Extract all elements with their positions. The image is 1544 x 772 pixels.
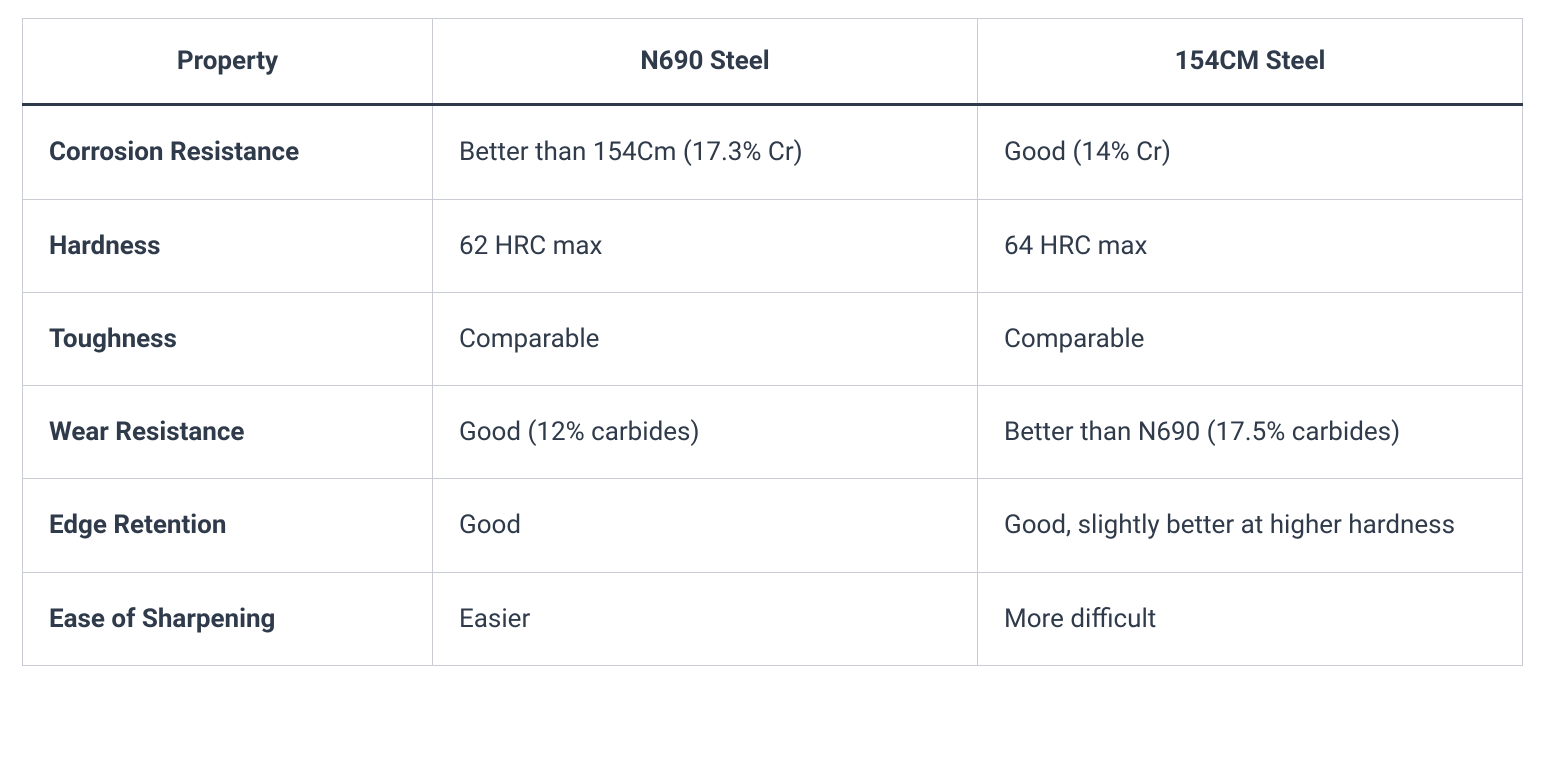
cell-n690: Comparable xyxy=(433,292,978,385)
table-row: Edge Retention Good Good, slightly bette… xyxy=(23,479,1523,572)
table-row: Toughness Comparable Comparable xyxy=(23,292,1523,385)
steel-comparison-table: Property N690 Steel 154CM Steel Corrosio… xyxy=(22,18,1523,666)
cell-154cm: Good (14% Cr) xyxy=(978,105,1523,199)
col-header-154cm: 154CM Steel xyxy=(978,19,1523,105)
cell-n690: Easier xyxy=(433,572,978,665)
table-container: Property N690 Steel 154CM Steel Corrosio… xyxy=(0,0,1544,684)
cell-property: Edge Retention xyxy=(23,479,433,572)
cell-154cm: 64 HRC max xyxy=(978,199,1523,292)
cell-property: Hardness xyxy=(23,199,433,292)
cell-154cm: Comparable xyxy=(978,292,1523,385)
cell-property: Corrosion Resistance xyxy=(23,105,433,199)
table-header-row: Property N690 Steel 154CM Steel xyxy=(23,19,1523,105)
cell-n690: 62 HRC max xyxy=(433,199,978,292)
col-header-n690: N690 Steel xyxy=(433,19,978,105)
cell-n690: Good (12% carbides) xyxy=(433,386,978,479)
cell-n690: Good xyxy=(433,479,978,572)
cell-154cm: More difficult xyxy=(978,572,1523,665)
cell-property: Wear Resistance xyxy=(23,386,433,479)
table-row: Ease of Sharpening Easier More difficult xyxy=(23,572,1523,665)
table-row: Wear Resistance Good (12% carbides) Bett… xyxy=(23,386,1523,479)
col-header-property: Property xyxy=(23,19,433,105)
table-row: Hardness 62 HRC max 64 HRC max xyxy=(23,199,1523,292)
cell-154cm: Better than N690 (17.5% carbides) xyxy=(978,386,1523,479)
cell-154cm: Good, slightly better at higher hardness xyxy=(978,479,1523,572)
cell-n690: Better than 154Cm (17.3% Cr) xyxy=(433,105,978,199)
cell-property: Ease of Sharpening xyxy=(23,572,433,665)
table-row: Corrosion Resistance Better than 154Cm (… xyxy=(23,105,1523,199)
cell-property: Toughness xyxy=(23,292,433,385)
